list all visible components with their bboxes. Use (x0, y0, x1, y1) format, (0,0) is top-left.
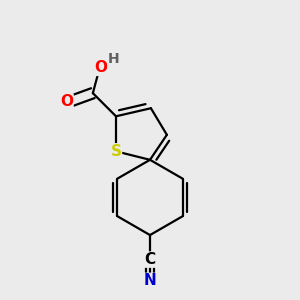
Text: C: C (144, 252, 156, 267)
Text: O: O (60, 94, 73, 109)
Text: H: H (108, 52, 120, 66)
Text: N: N (144, 273, 156, 288)
Text: S: S (110, 144, 122, 159)
Text: O: O (94, 60, 107, 75)
